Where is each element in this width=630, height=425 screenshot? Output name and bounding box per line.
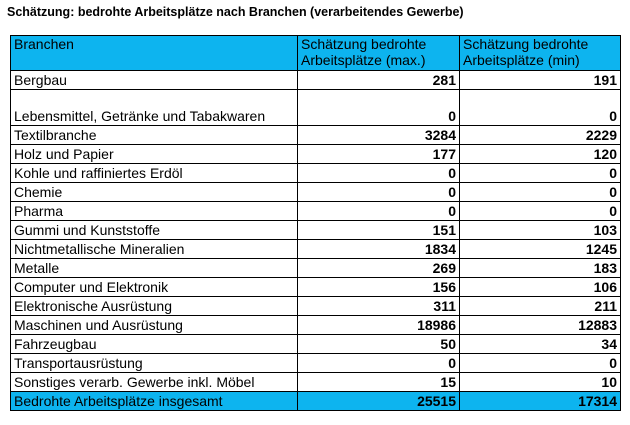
total-value-max: 25515 <box>297 391 460 411</box>
row-label: Nichtmetallische Mineralien <box>10 239 298 259</box>
row-value-max: 177 <box>297 144 460 164</box>
row-label: Elektronische Ausrüstung <box>10 296 298 316</box>
column-header-branchen: Branchen <box>10 35 298 71</box>
table-row: Metalle 269 183 <box>10 258 621 278</box>
data-table: Branchen Schätzung bedrohte Arbeitsplätz… <box>10 35 621 411</box>
row-label: Maschinen und Ausrüstung <box>10 315 298 335</box>
row-value-max: 0 <box>297 353 460 373</box>
table-row: Nichtmetallische Mineralien 1834 1245 <box>10 239 621 259</box>
table-row: Gummi und Kunststoffe 151 103 <box>10 220 621 240</box>
row-label: Computer und Elektronik <box>10 277 298 297</box>
table-row: Fahrzeugbau 50 34 <box>10 334 621 354</box>
table-row: Textilbranche 3284 2229 <box>10 125 621 145</box>
row-label: Lebensmittel, Getränke und Tabakwaren <box>10 89 298 126</box>
row-label: Transportausrüstung <box>10 353 298 373</box>
table-total-row: Bedrohte Arbeitsplätze insgesamt 25515 1… <box>10 391 621 411</box>
row-label: Fahrzeugbau <box>10 334 298 354</box>
row-label: Holz und Papier <box>10 144 298 164</box>
table-row: Elektronische Ausrüstung 311 211 <box>10 296 621 316</box>
row-value-min: 0 <box>459 89 621 126</box>
row-label: Metalle <box>10 258 298 278</box>
total-value-min: 17314 <box>459 391 621 411</box>
row-label: Sonstiges verarb. Gewerbe inkl. Möbel <box>10 372 298 392</box>
row-label: Chemie <box>10 182 298 202</box>
row-value-min: 1245 <box>459 239 621 259</box>
row-value-min: 191 <box>459 70 621 90</box>
row-value-max: 281 <box>297 70 460 90</box>
row-value-min: 0 <box>459 163 621 183</box>
row-value-min: 106 <box>459 277 621 297</box>
table-row: Sonstiges verarb. Gewerbe inkl. Möbel 15… <box>10 372 621 392</box>
row-value-min: 183 <box>459 258 621 278</box>
row-value-min: 12883 <box>459 315 621 335</box>
table-row: Computer und Elektronik 156 106 <box>10 277 621 297</box>
table-header-row: Branchen Schätzung bedrohte Arbeitsplätz… <box>10 35 621 71</box>
row-value-min: 211 <box>459 296 621 316</box>
row-value-max: 18986 <box>297 315 460 335</box>
row-value-max: 50 <box>297 334 460 354</box>
column-header-min: Schätzung bedrohte Arbeitsplätze (min) <box>459 35 621 71</box>
table-title: Schätzung: bedrohte Arbeitsplätze nach B… <box>7 5 464 19</box>
row-label: Textilbranche <box>10 125 298 145</box>
row-value-max: 311 <box>297 296 460 316</box>
row-value-max: 15 <box>297 372 460 392</box>
table-row: Bergbau 281 191 <box>10 70 621 90</box>
row-label: Gummi und Kunststoffe <box>10 220 298 240</box>
table-row: Lebensmittel, Getränke und Tabakwaren 0 … <box>10 89 621 126</box>
row-value-max: 269 <box>297 258 460 278</box>
table-row: Transportausrüstung 0 0 <box>10 353 621 373</box>
row-value-min: 2229 <box>459 125 621 145</box>
row-value-max: 151 <box>297 220 460 240</box>
row-value-max: 0 <box>297 89 460 126</box>
row-value-min: 10 <box>459 372 621 392</box>
row-value-min: 0 <box>459 182 621 202</box>
row-value-max: 0 <box>297 201 460 221</box>
row-label: Kohle und raffiniertes Erdöl <box>10 163 298 183</box>
row-value-min: 120 <box>459 144 621 164</box>
row-value-max: 0 <box>297 163 460 183</box>
table-row: Chemie 0 0 <box>10 182 621 202</box>
row-label: Pharma <box>10 201 298 221</box>
table-row: Holz und Papier 177 120 <box>10 144 621 164</box>
table-row: Kohle und raffiniertes Erdöl 0 0 <box>10 163 621 183</box>
row-label: Bergbau <box>10 70 298 90</box>
total-label: Bedrohte Arbeitsplätze insgesamt <box>10 391 298 411</box>
row-value-min: 103 <box>459 220 621 240</box>
table-row: Pharma 0 0 <box>10 201 621 221</box>
row-value-min: 0 <box>459 353 621 373</box>
row-value-max: 1834 <box>297 239 460 259</box>
row-value-max: 3284 <box>297 125 460 145</box>
row-value-max: 0 <box>297 182 460 202</box>
table-row: Maschinen und Ausrüstung 18986 12883 <box>10 315 621 335</box>
row-value-min: 0 <box>459 201 621 221</box>
column-header-max: Schätzung bedrohte Arbeitsplätze (max.) <box>297 35 460 71</box>
row-value-max: 156 <box>297 277 460 297</box>
row-value-min: 34 <box>459 334 621 354</box>
